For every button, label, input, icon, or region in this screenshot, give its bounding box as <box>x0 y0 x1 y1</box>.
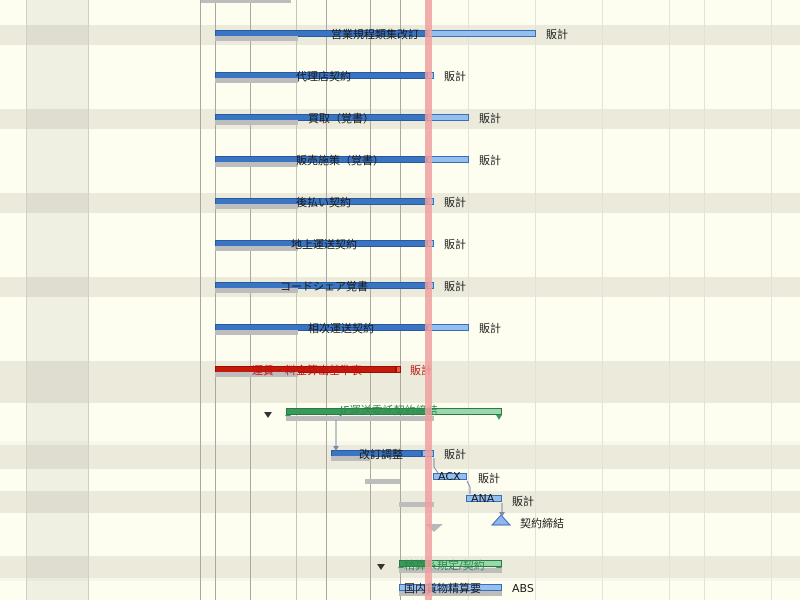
grid-line <box>26 0 27 600</box>
summary-cap-icon <box>496 415 502 420</box>
baseline-milestone-icon <box>425 524 443 532</box>
resource-label: ABS <box>512 582 534 595</box>
task-bar[interactable] <box>433 473 467 480</box>
grid-line <box>296 0 297 600</box>
resource-label: 販計 <box>512 495 534 508</box>
baseline-bar <box>215 120 298 125</box>
baseline-bar <box>215 330 298 335</box>
baseline-bar <box>215 162 298 167</box>
resource-label: 販計 <box>444 196 466 209</box>
baseline-bar <box>215 246 298 251</box>
task-name: 買取（覚書） <box>308 112 374 125</box>
grid-line <box>88 0 89 600</box>
summary-name: 精算系規定/契約 <box>404 559 485 572</box>
grid-line <box>468 0 469 600</box>
task-name: 国内貨物精算要 <box>404 582 481 595</box>
task-name: 営業規程類集改訂 <box>331 28 419 41</box>
resource-label: 販計 <box>479 322 501 335</box>
baseline-bar <box>399 591 502 596</box>
grid-line <box>250 0 251 600</box>
baseline-bar <box>215 288 298 293</box>
task-name: 相次運送契約 <box>308 322 374 335</box>
grid-line <box>400 0 401 600</box>
baseline-bar <box>215 204 298 209</box>
baseline-bar <box>399 502 434 507</box>
milestone-diamond-icon[interactable] <box>491 514 511 526</box>
grid-line <box>370 0 371 600</box>
task-bar-critical[interactable] <box>215 366 396 373</box>
baseline-bar <box>331 456 371 461</box>
grid-line <box>535 0 536 600</box>
collapse-toggle-icon[interactable] <box>377 564 385 570</box>
resource-label: 販計 <box>444 280 466 293</box>
resource-label: 販計 <box>546 28 568 41</box>
task-bar[interactable] <box>331 450 422 457</box>
resource-label: 販計 <box>444 70 466 83</box>
grid-line <box>602 0 603 600</box>
baseline-bar <box>365 479 400 484</box>
milestone-name: 契約締結 <box>520 517 564 530</box>
task-name: 改訂調整 <box>359 448 403 461</box>
resource-label: 販計 <box>444 448 466 461</box>
resource-label: 販計 <box>444 238 466 251</box>
task-name: コードシェア覚書 <box>280 280 368 293</box>
task-name: 運賃・料金算出基準表 <box>252 364 362 377</box>
task-name: ANA <box>471 492 495 505</box>
task-name: 販売施策（覚書） <box>296 154 384 167</box>
task-bar[interactable] <box>466 495 502 502</box>
task-name: 地上運送契約 <box>291 238 357 251</box>
baseline-bar <box>286 416 434 421</box>
nonworking-column <box>26 0 88 600</box>
task-bar[interactable] <box>399 584 502 591</box>
task-bar-remaining[interactable] <box>396 366 401 373</box>
grid-line <box>200 0 201 600</box>
baseline-bar <box>215 372 298 377</box>
grid-line <box>326 0 327 600</box>
baseline-bar <box>201 0 291 3</box>
summary-name: JF運送委託契約締結 <box>340 404 438 417</box>
grid-line <box>704 0 705 600</box>
baseline-bar <box>215 36 298 41</box>
grid-line <box>215 0 216 600</box>
resource-label: 販計 <box>479 112 501 125</box>
today-line <box>425 0 432 600</box>
task-name: ACX <box>438 470 461 483</box>
resource-label: 販計 <box>478 472 500 485</box>
baseline-bar <box>399 568 502 573</box>
grid-line <box>669 0 670 600</box>
grid-line <box>771 0 772 600</box>
resource-label: 販計 <box>479 154 501 167</box>
task-name: 後払い契約 <box>296 196 351 209</box>
task-name: 代理店契約 <box>296 70 351 83</box>
baseline-bar <box>215 78 298 83</box>
collapse-toggle-icon[interactable] <box>264 412 272 418</box>
